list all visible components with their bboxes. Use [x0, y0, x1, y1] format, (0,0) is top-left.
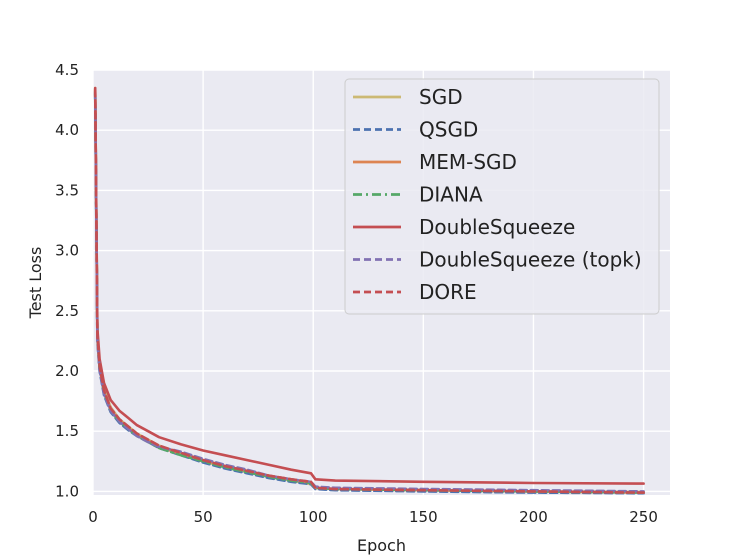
x-axis-label: Epoch: [357, 536, 406, 555]
x-tick-label: 100: [299, 508, 328, 526]
y-axis-label: Test Loss: [26, 247, 45, 320]
series-line-doublesqueeze: [93, 86, 645, 485]
x-tick-label: 50: [194, 508, 213, 526]
x-tick-label: 200: [519, 508, 548, 526]
legend: SGD QSGD MEM-SGD DIANA DoubleSqueeze DoubleSq…: [344, 78, 660, 315]
y-tick-label: 3.5: [55, 181, 79, 199]
legend-label: MEM-SGD: [419, 150, 517, 174]
legend-label: DORE: [419, 280, 477, 304]
y-tick-label: 2.5: [55, 302, 79, 320]
legend-label: SGD: [419, 85, 463, 109]
x-axis-ticks: 0 50 100 150 200 250: [88, 508, 658, 526]
y-tick-label: 1.0: [55, 482, 79, 500]
x-tick-label: 0: [88, 508, 98, 526]
legend-label: QSGD: [419, 118, 478, 142]
y-tick-label: 2.0: [55, 362, 79, 380]
series-line-dore: [93, 88, 645, 494]
legend-label: DoubleSqueeze (topk): [419, 248, 642, 272]
y-axis-ticks: 1.0 1.5 2.0 2.5 3.0 3.5 4.0 4.5: [55, 61, 79, 500]
y-tick-label: 4.5: [55, 61, 79, 79]
legend-box: [344, 78, 660, 315]
legend-label: DoubleSqueeze: [419, 215, 575, 239]
y-tick-label: 4.0: [55, 121, 79, 139]
y-tick-label: 3.0: [55, 242, 79, 260]
series-lines: [93, 86, 645, 495]
y-tick-label: 1.5: [55, 422, 79, 440]
x-tick-label: 250: [629, 508, 658, 526]
legend-label: DIANA: [419, 183, 483, 207]
x-tick-label: 150: [409, 508, 438, 526]
